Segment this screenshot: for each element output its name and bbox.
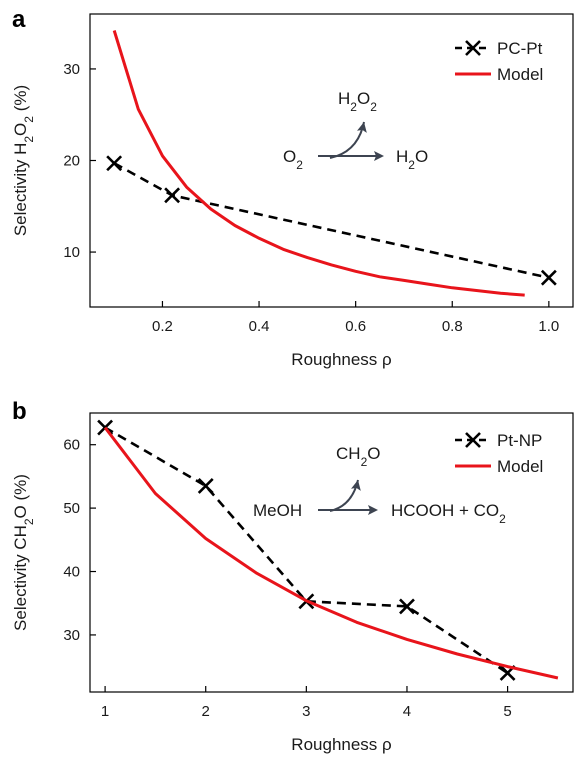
x-tick-label: 0.4 (249, 318, 270, 335)
subscript: 2 (22, 136, 36, 143)
y-tick-label: 60 (63, 437, 80, 454)
subscript: 2 (370, 100, 377, 114)
subscript: 2 (296, 158, 303, 172)
panel-label-b: b (12, 398, 27, 425)
legend-label: Pt-NP (497, 431, 542, 450)
marker-stroke (465, 40, 481, 56)
x-tick-label: 3 (302, 703, 310, 720)
x-axis-title: Roughness ρ (291, 735, 391, 754)
reaction-curved-arrowhead (357, 122, 367, 133)
product-main-label: HCOOH + CO2 (391, 501, 506, 526)
series-line-measured (104, 426, 509, 675)
y-axis-title: Selectivity CH2O (%) (11, 474, 36, 631)
series-line-model (103, 426, 559, 680)
reaction-arrowhead (374, 151, 384, 161)
y-tick-label: 40 (63, 564, 80, 581)
subscript: 2 (22, 518, 36, 525)
text-run: O (283, 147, 296, 166)
panel-label-a: a (12, 6, 26, 33)
y-tick-label: 30 (63, 627, 80, 644)
data-point-marker (106, 155, 123, 172)
legend-swatch-marker (465, 40, 481, 56)
reaction-curved-arrowhead (351, 480, 361, 491)
reactant-label: O2 (283, 147, 303, 172)
y-tick-label: 30 (63, 61, 80, 78)
marker-stroke (465, 432, 481, 448)
chart-panel-a: a 0.2 0.4 0.6 0.8 1.0 10 20 30 Roughness ρ Selecti… (11, 6, 574, 369)
text-run: (%) (11, 85, 30, 116)
product-side-label: CH2O (336, 444, 380, 469)
arrowhead-shape (357, 122, 367, 133)
marker-stroke (164, 187, 181, 204)
legend-item: Pt-NP (455, 431, 542, 450)
x-tick-label: 0.8 (442, 318, 463, 335)
product-main-label: H2O (396, 147, 428, 172)
x-tick-label: 2 (202, 703, 210, 720)
data-point-marker (164, 187, 181, 204)
y-tick-label: 10 (63, 244, 80, 261)
reactant-label: MeOH (253, 501, 302, 520)
product-side-label: H2O2 (338, 89, 377, 114)
marker-stroke (106, 155, 123, 172)
plot-frame (89, 412, 574, 693)
y-tick-label: 50 (63, 500, 80, 517)
marker-stroke (197, 478, 214, 494)
subscript: 2 (499, 512, 506, 526)
legend-label: Model (497, 65, 543, 84)
subscript: 2 (350, 100, 357, 114)
x-tick-label: 1 (101, 703, 109, 720)
legend-swatch-marker (465, 432, 481, 448)
text-run: Selectivity CH (11, 525, 30, 631)
subscript: 2 (408, 158, 415, 172)
arrowhead-shape (368, 505, 378, 515)
x-tick-label: 5 (503, 703, 511, 720)
text-run: HCOOH + CO (391, 501, 499, 520)
data-point-marker (197, 478, 214, 494)
text-run: O (%) (11, 474, 30, 518)
x-tick-label: 0.2 (152, 318, 173, 335)
legend-label: Model (497, 457, 543, 476)
reaction-curved-arrow (329, 479, 359, 512)
text-run: O (367, 444, 380, 463)
marker-stroke (97, 419, 114, 436)
x-tick-label: 4 (403, 703, 411, 720)
reaction-arrowhead (368, 505, 378, 515)
x-axis-title: Roughness ρ (291, 350, 391, 369)
y-tick-label: 20 (63, 153, 80, 170)
text-run: O (415, 147, 428, 166)
text-run: O (11, 123, 30, 136)
text-run: H (396, 147, 408, 166)
reaction-curved-arrow (329, 121, 365, 159)
text-run: CH (336, 444, 361, 463)
y-axis-title: Selectivity H2O2 (%) (11, 85, 36, 236)
series-line-model (112, 30, 525, 297)
arrowhead-shape (374, 151, 384, 161)
text-run: O (357, 89, 370, 108)
legend-item: PC-Pt (455, 39, 543, 58)
series-line-measured (113, 162, 550, 279)
data-point-marker (540, 269, 557, 286)
arrowhead-shape (351, 480, 361, 491)
legend-item: Model (455, 457, 543, 476)
text-run: Selectivity H (11, 143, 30, 237)
subscript: 2 (361, 455, 368, 469)
x-tick-label: 1.0 (538, 318, 559, 335)
subscript: 2 (22, 116, 36, 123)
legend-item: Model (455, 65, 543, 84)
marker-stroke (540, 269, 557, 286)
x-tick-label: 0.6 (345, 318, 366, 335)
text-run: H (338, 89, 350, 108)
data-point-marker (399, 598, 415, 615)
legend-label: PC-Pt (497, 39, 543, 58)
text-run: MeOH (253, 501, 302, 520)
marker-stroke (399, 598, 415, 615)
